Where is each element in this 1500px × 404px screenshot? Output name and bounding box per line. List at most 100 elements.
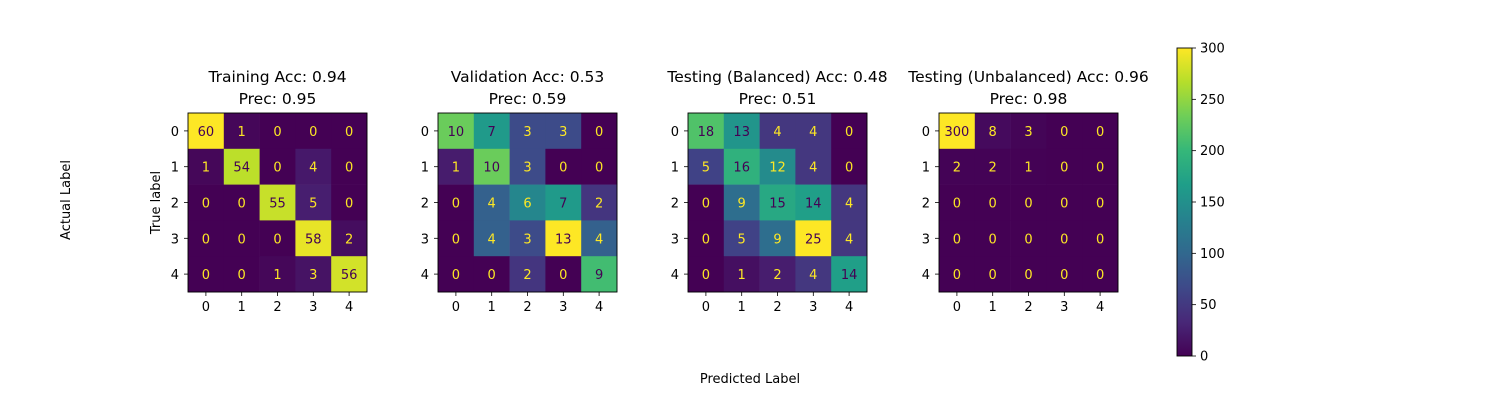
heatmap-cell [188,220,225,257]
cell-value-label: 4 [845,197,853,212]
x-tick-label: 1 [238,300,246,315]
cell-value-label: 3 [523,232,531,247]
heatmap-cell [223,256,260,293]
colorbar-tick-label: 100 [1200,247,1225,262]
cell-value-label: 0 [1096,125,1104,140]
cell-value-label: 0 [1024,232,1032,247]
x-tick-label: 2 [273,300,281,315]
cell-value-label: 4 [845,232,853,247]
x-tick-label: 3 [1060,300,1068,315]
heatmap-cell [939,220,976,257]
heatmap-cell [438,220,475,257]
cell-value-label: 0 [989,197,997,212]
panel-title-line: Prec: 0.98 [990,90,1068,108]
heatmap-cell [331,148,368,185]
heatmap-cell [795,256,832,293]
cell-value-label: 0 [1096,268,1104,283]
x-tick-label: 2 [523,300,531,315]
cell-value-label: 0 [238,268,246,283]
y-tick-label: 0 [922,125,930,140]
y-tick-label: 2 [671,197,679,212]
cell-value-label: 0 [953,268,961,283]
cell-value-label: 3 [523,161,531,176]
heatmap-cell [509,113,546,150]
cell-value-label: 10 [448,125,465,140]
cell-value-label: 5 [702,161,710,176]
heatmap-cell [759,184,796,221]
cell-value-label: 7 [559,197,567,212]
heatmap-cell [759,256,796,293]
heatmap-cell [259,220,296,257]
cell-value-label: 0 [202,268,210,283]
heatmap-cell [1010,256,1047,293]
cell-value-label: 12 [769,161,786,176]
x-tick-label: 4 [345,300,353,315]
heatmap-cell [831,220,868,257]
cell-value-label: 2 [989,161,997,176]
cell-value-label: 0 [1096,197,1104,212]
heatmap-cell [974,256,1011,293]
y-tick-label: 3 [922,232,930,247]
heatmap-cell [581,256,618,293]
heatmap-cell [295,113,332,150]
heatmap-cell [438,113,475,150]
panel-title-line: Testing (Unbalanced) Acc: 0.96 [907,68,1149,86]
heatmap-cell [1082,113,1119,150]
y-tick-label: 1 [421,161,429,176]
cell-value-label: 0 [1060,232,1068,247]
cell-value-label: 0 [273,125,281,140]
colorbar-tick-label: 200 [1200,144,1225,159]
colorbar [1176,47,1193,357]
heatmap-cell [974,113,1011,150]
y-tick-label: 4 [171,268,179,283]
heatmap-cell [1046,220,1083,257]
heatmap-cell [545,256,582,293]
heatmap-cell [545,113,582,150]
cell-value-label: 0 [1060,125,1068,140]
x-tick-label: 3 [559,300,567,315]
y-tick-label: 1 [922,161,930,176]
cell-value-label: 0 [845,161,853,176]
heatmap-cell [545,184,582,221]
cell-value-label: 0 [238,197,246,212]
heatmap-cell [1082,184,1119,221]
cell-value-label: 0 [1060,197,1068,212]
cell-value-label: 0 [1060,161,1068,176]
cell-value-label: 13 [733,125,750,140]
colorbar-tick-label: 250 [1200,93,1225,108]
y-tick-label: 4 [671,268,679,283]
cell-value-label: 0 [595,161,603,176]
heatmap-cell [438,148,475,185]
cell-value-label: 0 [452,268,460,283]
heatmap-cell [259,256,296,293]
cell-value-label: 0 [452,232,460,247]
cell-value-label: 2 [523,268,531,283]
figure-ylabel: Actual Label [59,160,74,240]
cell-value-label: 9 [773,232,781,247]
cell-value-label: 0 [1024,197,1032,212]
cell-value-label: 2 [345,232,353,247]
x-tick-label: 4 [845,300,853,315]
x-tick-label: 0 [702,300,710,315]
cell-value-label: 0 [1060,268,1068,283]
cell-value-label: 0 [345,161,353,176]
heatmap-cell [795,148,832,185]
heatmap-cell [1082,148,1119,185]
y-tick-label: 3 [421,232,429,247]
cell-value-label: 14 [805,197,822,212]
cell-value-label: 60 [198,125,215,140]
cell-value-label: 0 [559,161,567,176]
cell-value-label: 4 [809,125,817,140]
x-tick-label: 3 [309,300,317,315]
heatmap-cell [259,113,296,150]
panel-title-line: Prec: 0.59 [489,90,567,108]
cell-value-label: 4 [488,232,496,247]
cell-value-label: 0 [702,268,710,283]
heatmap-cell [188,256,225,293]
cell-value-label: 0 [202,197,210,212]
cell-value-label: 2 [773,268,781,283]
cell-value-label: 7 [488,125,496,140]
heatmap-cell [831,113,868,150]
cell-value-label: 16 [733,161,750,176]
heatmap-cell [331,113,368,150]
